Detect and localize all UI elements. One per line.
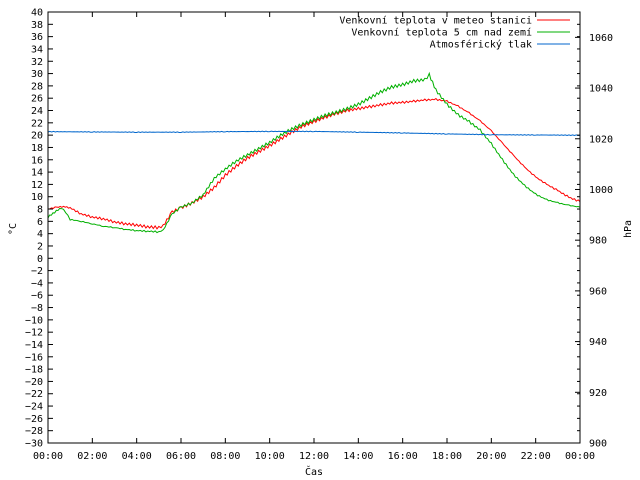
- left-tick-label: 20: [31, 131, 43, 142]
- legend: Venkovní teplota v meteo staniciVenkovní…: [339, 15, 570, 51]
- x-tick-label: 12:00: [299, 451, 329, 462]
- right-tick-label: 1060: [589, 33, 613, 44]
- left-tick-label: 32: [31, 57, 43, 68]
- y-axis-label-left: °C: [8, 223, 19, 235]
- series-layer: [47, 71, 581, 234]
- right-tick-label: 1020: [589, 134, 613, 145]
- left-tick-label: −22: [25, 389, 43, 400]
- left-tick-label: 12: [31, 180, 43, 191]
- x-tick-label: 02:00: [77, 451, 107, 462]
- x-tick-label: 04:00: [122, 451, 152, 462]
- x-tick-label: 16:00: [388, 451, 418, 462]
- left-tick-label: 2: [37, 241, 43, 252]
- left-tick-label: −20: [25, 377, 43, 388]
- left-tick-label: 14: [31, 168, 43, 179]
- left-tick-label: 38: [31, 20, 43, 31]
- left-tick-label: −6: [31, 291, 43, 302]
- series-line-3: [47, 130, 581, 137]
- right-axis: 900 920 940 960 980 1000 1020 1040 1060: [575, 33, 613, 450]
- right-tick-label: 900: [589, 439, 607, 450]
- x-tick-label: 00:00: [565, 451, 595, 462]
- right-tick-label: 1000: [589, 185, 613, 196]
- right-tick-label: 1040: [589, 84, 613, 95]
- x-tick-label: 08:00: [210, 451, 240, 462]
- left-tick-label: −4: [31, 278, 43, 289]
- legend-label: Venkovní teplota v meteo stanici: [339, 15, 532, 27]
- series-line-1: [47, 97, 581, 230]
- left-tick-label: −10: [25, 315, 43, 326]
- left-tick-label: 18: [31, 143, 43, 154]
- plot-frame: [47, 11, 581, 444]
- left-tick-label: 36: [31, 32, 43, 43]
- right-tick-label: 920: [589, 388, 607, 399]
- x-tick-label: 14:00: [343, 451, 373, 462]
- series-line-2: [47, 71, 581, 234]
- left-tick-label: 4: [37, 229, 43, 240]
- left-tick-label: 30: [31, 69, 43, 80]
- left-tick-label: −12: [25, 328, 43, 339]
- legend-label: Venkovní teplota 5 cm nad zemí: [351, 27, 532, 39]
- x-tick-label: 10:00: [255, 451, 285, 462]
- legend-label: Atmosférický tlak: [430, 39, 532, 51]
- left-tick-label: 40: [31, 8, 43, 19]
- x-tick-label: 00:00: [33, 451, 63, 462]
- left-tick-label: 34: [31, 44, 43, 55]
- left-tick-label: 26: [31, 94, 43, 105]
- right-tick-label: 980: [589, 236, 607, 247]
- x-tick-label: 06:00: [166, 451, 196, 462]
- left-tick-label: −8: [31, 303, 43, 314]
- right-tick-label: 940: [589, 337, 607, 348]
- left-tick-label: 28: [31, 81, 43, 92]
- left-tick-label: −28: [25, 426, 43, 437]
- right-tick-label: 960: [589, 286, 607, 297]
- left-tick-label: −18: [25, 365, 43, 376]
- left-tick-label: 6: [37, 217, 43, 228]
- left-tick-label: −16: [25, 352, 43, 363]
- y-axis-label-right: hPa: [623, 220, 634, 238]
- left-tick-label: 22: [31, 118, 43, 129]
- left-tick-label: 8: [37, 205, 43, 216]
- left-tick-label: −26: [25, 414, 43, 425]
- x-axis-label: Čas: [305, 465, 323, 478]
- left-tick-label: −14: [25, 340, 43, 351]
- x-tick-label: 18:00: [432, 451, 462, 462]
- x-tick-label: 20:00: [476, 451, 506, 462]
- left-tick-label: 24: [31, 106, 43, 117]
- left-tick-label: −2: [31, 266, 43, 277]
- left-tick-label: −30: [25, 439, 43, 450]
- left-axis: −30−28−26−24−22−20−18−16−14−12−10−8−6−4−…: [25, 8, 580, 450]
- x-axis: 00:00 02:00 04:00 06:00 08:00 10:00 12:00 14:00…: [33, 12, 595, 462]
- left-tick-label: −24: [25, 402, 43, 413]
- left-tick-label: 16: [31, 155, 43, 166]
- left-tick-label: 0: [37, 254, 43, 265]
- left-tick-label: 10: [31, 192, 43, 203]
- x-tick-label: 22:00: [521, 451, 551, 462]
